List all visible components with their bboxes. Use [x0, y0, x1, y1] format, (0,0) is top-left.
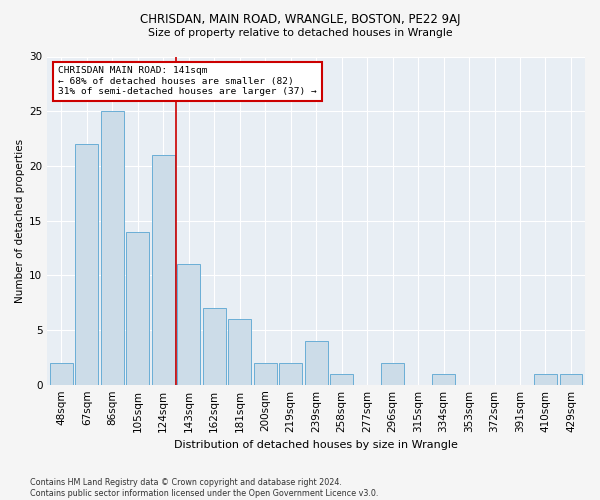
- Bar: [126, 232, 149, 384]
- Bar: [432, 374, 455, 384]
- Bar: [203, 308, 226, 384]
- Bar: [305, 341, 328, 384]
- X-axis label: Distribution of detached houses by size in Wrangle: Distribution of detached houses by size …: [174, 440, 458, 450]
- Bar: [534, 374, 557, 384]
- Text: CHRISDAN MAIN ROAD: 141sqm
← 68% of detached houses are smaller (82)
31% of semi: CHRISDAN MAIN ROAD: 141sqm ← 68% of deta…: [58, 66, 317, 96]
- Bar: [560, 374, 583, 384]
- Bar: [101, 111, 124, 384]
- Bar: [254, 363, 277, 384]
- Bar: [228, 319, 251, 384]
- Bar: [76, 144, 98, 384]
- Bar: [330, 374, 353, 384]
- Text: CHRISDAN, MAIN ROAD, WRANGLE, BOSTON, PE22 9AJ: CHRISDAN, MAIN ROAD, WRANGLE, BOSTON, PE…: [140, 12, 460, 26]
- Text: Size of property relative to detached houses in Wrangle: Size of property relative to detached ho…: [148, 28, 452, 38]
- Bar: [50, 363, 73, 384]
- Bar: [381, 363, 404, 384]
- Y-axis label: Number of detached properties: Number of detached properties: [15, 138, 25, 302]
- Bar: [279, 363, 302, 384]
- Bar: [177, 264, 200, 384]
- Bar: [152, 155, 175, 384]
- Text: Contains HM Land Registry data © Crown copyright and database right 2024.
Contai: Contains HM Land Registry data © Crown c…: [30, 478, 379, 498]
